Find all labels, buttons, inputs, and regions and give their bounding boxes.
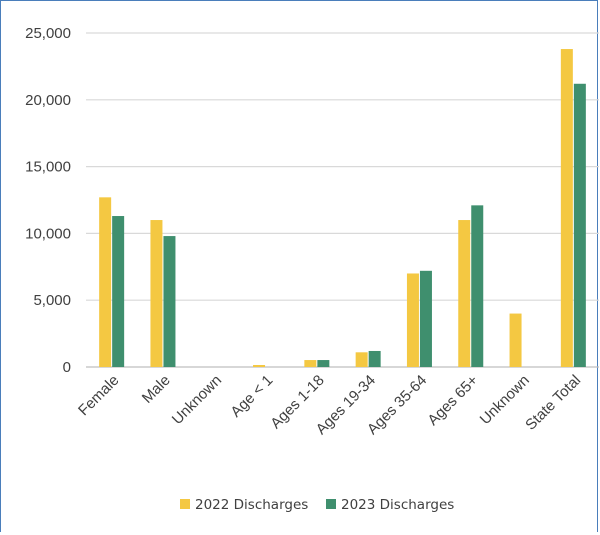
legend-swatch	[326, 499, 336, 509]
bar-2023	[471, 205, 484, 367]
legend-swatch	[180, 499, 190, 509]
bar-2023	[163, 236, 176, 367]
bar-2022	[99, 197, 112, 367]
x-tick-label: Ages 65+	[424, 372, 481, 429]
y-tick-label: 0	[63, 359, 71, 376]
bar-2022	[304, 360, 317, 367]
y-tick-label: 15,000	[25, 159, 71, 176]
bar-2022	[406, 273, 419, 367]
y-tick-label: 25,000	[25, 25, 71, 42]
legend-label: 2023 Discharges	[341, 497, 454, 513]
bar-2022	[150, 220, 163, 367]
bars	[99, 49, 586, 367]
y-tick-label: 20,000	[25, 92, 71, 109]
bar-2022	[458, 220, 471, 367]
bar-2022	[253, 364, 266, 367]
y-axis-ticks: 0 5,000 10,000 15,000 20,000 25,000	[25, 25, 71, 376]
legend-label: 2022 Discharges	[195, 497, 308, 513]
x-tick-label: State Total	[522, 372, 584, 434]
gridlines	[86, 32, 599, 368]
bar-2023	[573, 83, 586, 367]
bar-2023	[317, 360, 330, 367]
legend: 2022 Discharges 2023 Discharges	[180, 497, 454, 513]
bar-2022	[509, 313, 522, 367]
x-tick-label: Female	[75, 372, 122, 419]
x-tick-label: Age < 1	[227, 372, 276, 421]
y-tick-label: 10,000	[25, 225, 71, 242]
bar-2023	[368, 350, 381, 367]
y-tick-label: 5,000	[33, 292, 71, 309]
x-tick-label: Male	[139, 372, 174, 407]
bar-2022	[355, 352, 368, 367]
bar-2023	[419, 270, 432, 367]
bar-2022	[560, 49, 573, 367]
x-tick-label: Unknown	[169, 372, 225, 428]
bar-2023	[112, 216, 125, 367]
